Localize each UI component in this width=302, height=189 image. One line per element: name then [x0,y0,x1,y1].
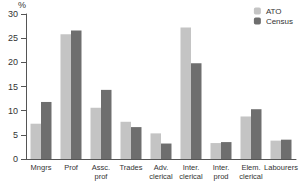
svg-text:Trades: Trades [119,163,142,172]
svg-text:Assc.: Assc. [92,163,110,172]
svg-text:Labourers: Labourers [264,163,298,172]
svg-text:Adv.: Adv. [154,163,168,172]
svg-text:Census: Census [266,17,293,26]
svg-text:clerical: clerical [239,172,263,181]
svg-text:Mngrs: Mngrs [31,163,52,172]
svg-text:prof: prof [95,172,109,181]
svg-text:Elem.: Elem. [241,163,260,172]
svg-text:20: 20 [8,57,18,67]
svg-text:%: % [18,0,26,10]
svg-text:5: 5 [13,130,18,140]
svg-text:prod: prod [213,172,228,181]
svg-text:0: 0 [13,154,18,164]
svg-text:clerical: clerical [179,172,203,181]
svg-text:Inter.: Inter. [183,163,200,172]
svg-text:clerical: clerical [149,172,173,181]
svg-text:25: 25 [8,33,18,43]
svg-text:Inter.: Inter. [213,163,230,172]
svg-text:10: 10 [8,106,18,116]
svg-text:30: 30 [8,9,18,19]
svg-text:ATO: ATO [266,7,282,16]
svg-text:Prof: Prof [64,163,79,172]
svg-text:15: 15 [8,82,18,92]
